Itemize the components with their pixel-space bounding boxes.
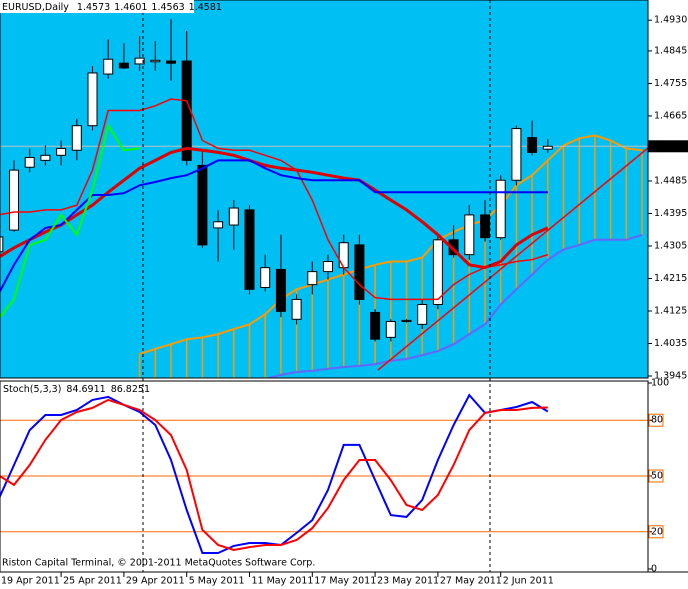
header-low: 1.4563 [151,2,184,13]
candle-body [244,209,255,290]
candle-body [40,154,51,161]
candle-body [56,147,67,156]
candle-body [71,125,82,151]
y-tick-label: 1.3945 [654,371,687,382]
axes: 1.3945 1.4035 1.4125 1.4215 1.4305 1.4395 1.44… [1,15,688,587]
span-b-line [264,233,643,378]
candle-body [354,244,365,300]
candle-body [480,214,490,239]
candle-body [464,214,475,256]
candle-body [370,311,381,340]
candle-body [197,164,208,246]
y-tick-label: 1.4485 [654,175,687,186]
symbol: EURUSD,Daily [2,2,69,13]
y-tick-label: 50 [651,471,663,482]
header-box [0,0,194,13]
x-tick-label: 23 May 2011 [377,576,439,587]
header-high: 1.4601 [114,2,147,13]
x-tick-label: 11 May 2011 [252,576,314,587]
candle-body [401,319,412,322]
y-tick-label: 1.4305 [654,240,687,251]
price-box-label: 1.4581 [651,141,684,152]
indicator-line [0,123,140,319]
y-tick-label: 1.4755 [654,78,687,89]
candle-body [385,320,396,338]
candle-body [213,221,224,229]
main-header: EURUSD,Daily 1.4573 1.4601 1.4563 1.4581 [2,2,222,13]
x-tick-label: 25 Apr 2011 [63,576,122,587]
candle-body [511,128,522,181]
span-a-line [139,134,643,355]
stoch-plot [0,393,648,554]
candle-body [323,261,333,273]
y-tick-label: 100 [651,378,669,389]
candle-body [291,298,302,320]
candle-body [9,169,19,231]
indicator-line [0,98,549,301]
stoch-signal-value: 86.8251 [111,384,150,395]
candle-body [542,145,553,150]
y-tick-label: 1.4395 [654,208,687,219]
y-tick-label: 0 [651,564,657,575]
candle-body [150,59,161,63]
y-tick-label: 1.4665 [654,110,687,121]
y-tick-label: 20 [651,526,663,537]
price-box [648,140,688,153]
candle-body [275,268,286,312]
y-tick-label: 1.4035 [654,338,687,349]
y-tick-label: 1.4930 [654,15,687,26]
candle-body [527,137,538,153]
candle-body [0,236,4,253]
candle-body [495,179,506,239]
candle-body [307,271,318,286]
stoch-line [0,398,548,552]
candle-body [103,58,114,75]
main-plot [0,19,648,378]
x-tick-label: 19 Apr 2011 [1,576,60,587]
indicator-line [0,146,549,270]
y-tick-label: 1.4845 [654,45,687,56]
x-tick-label: 5 May 2011 [189,576,245,587]
x-tick-label: 27 May 2011 [440,576,502,587]
candle-body [166,60,176,64]
candle-body [260,267,271,289]
x-tick-label: 2 Jun 2011 [503,576,554,587]
x-tick-label: 29 Apr 2011 [126,576,185,587]
stoch-header: Stoch(5,3,3) 84.6911 86.8251 [3,384,150,395]
candle-body [118,62,129,69]
level-label-box [648,525,664,539]
level-label-box [648,469,664,483]
y-tick-label: 1.4215 [654,273,687,284]
level-label-box [648,413,664,427]
candle-body [338,242,349,269]
y-tick-label: 80 [651,415,663,426]
header-close: 1.4581 [189,2,222,13]
candle-body [87,72,98,127]
header-open: 1.4573 [77,2,110,13]
copyright: Riston Capital Terminal, © 2001-2011 Met… [2,558,315,569]
stoch-main-value: 84.6911 [66,384,105,395]
stoch-title: Stoch(5,3,3) [3,384,61,395]
candle-body [432,239,443,305]
candle-body [134,57,145,65]
y-tick-label: 1.4125 [654,305,687,316]
candle-body [417,303,428,325]
candle-body [228,207,239,226]
main-panel [0,0,648,378]
x-tick-label: 17 May 2011 [314,576,376,587]
trend-line [377,147,648,371]
candle-body [24,156,35,168]
main-border [0,0,649,379]
